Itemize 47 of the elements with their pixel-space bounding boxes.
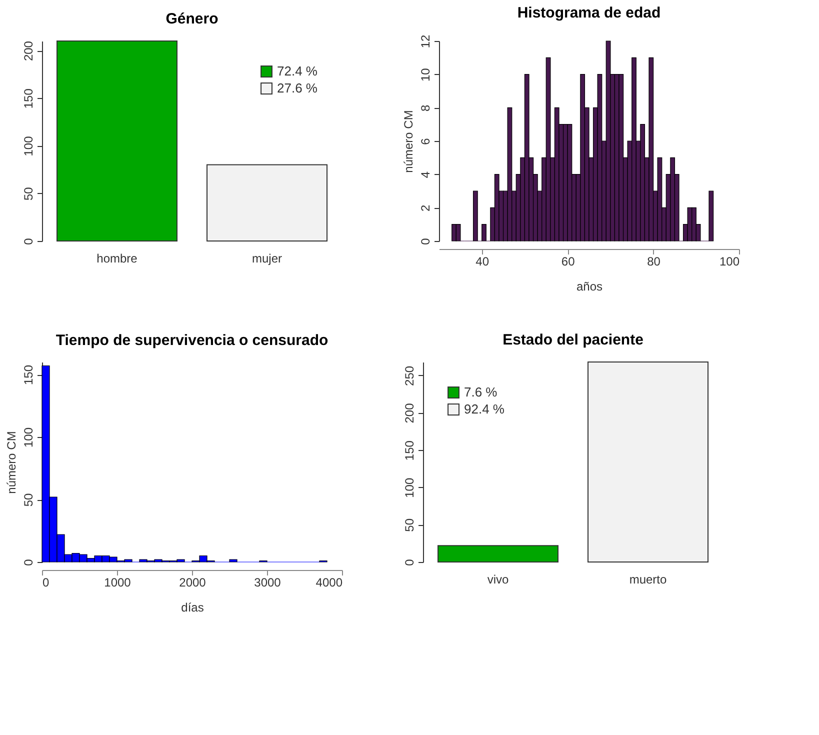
y-tick-label: 200 <box>402 402 416 424</box>
y-tick-label: 0 <box>402 558 416 566</box>
y-tick-label: 50 <box>402 518 416 532</box>
x-tick-label: muerto <box>629 572 667 586</box>
x-tick-label: 0 <box>42 576 50 590</box>
legend-label: 72.4 % <box>277 64 318 78</box>
y-tick-label: 4 <box>418 171 432 178</box>
y-tick-label: 8 <box>418 104 432 112</box>
x-tick-label: 4000 <box>316 576 343 590</box>
y-axis-title: número CM <box>402 110 416 173</box>
y-tick-label: 0 <box>22 558 36 566</box>
x-axis-title: días <box>181 600 204 614</box>
x-tick-label: hombre <box>96 252 138 266</box>
y-tick-label: 0 <box>22 238 36 245</box>
y-axis-title: número CM <box>4 431 18 494</box>
chart-title: Histograma de edad <box>517 4 661 22</box>
y-tick-label: 50 <box>22 186 36 201</box>
x-tick-label: 100 <box>719 254 740 268</box>
x-tick-label: mujer <box>252 252 282 266</box>
x-axis-title: años <box>576 280 603 294</box>
y-tick-label: 6 <box>418 138 432 145</box>
y-tick-label: 150 <box>402 440 416 461</box>
y-tick-label: 2 <box>418 204 432 212</box>
chart-title: Estado del paciente <box>502 332 644 348</box>
x-tick-label: 60 <box>561 254 576 268</box>
y-tick-label: 50 <box>22 493 36 507</box>
legend-label: 92.4 % <box>464 402 505 416</box>
chart-title: Género <box>166 10 218 28</box>
x-tick-label: 1000 <box>104 576 132 590</box>
y-tick-label: 100 <box>22 136 36 156</box>
y-tick-label: 10 <box>418 68 432 82</box>
x-tick-label: 40 <box>476 254 490 268</box>
x-tick-label: 80 <box>647 254 661 268</box>
y-tick-label: 12 <box>418 34 432 48</box>
x-tick-label: vivo <box>487 572 509 586</box>
legend-label: 27.6 % <box>277 80 318 96</box>
y-tick-label: 150 <box>22 364 36 386</box>
x-tick-label: 2000 <box>179 576 206 590</box>
y-tick-label: 200 <box>22 40 36 62</box>
y-tick-label: 100 <box>402 478 416 498</box>
x-tick-label: 3000 <box>254 576 282 590</box>
legend-label: 7.6 % <box>464 384 498 400</box>
y-tick-label: 100 <box>22 427 36 448</box>
y-tick-label: 250 <box>402 366 416 386</box>
chart-title: Tiempo de supervivencia o censurado <box>56 332 328 349</box>
y-tick-label: 0 <box>418 238 432 245</box>
y-tick-label: 150 <box>22 88 36 109</box>
